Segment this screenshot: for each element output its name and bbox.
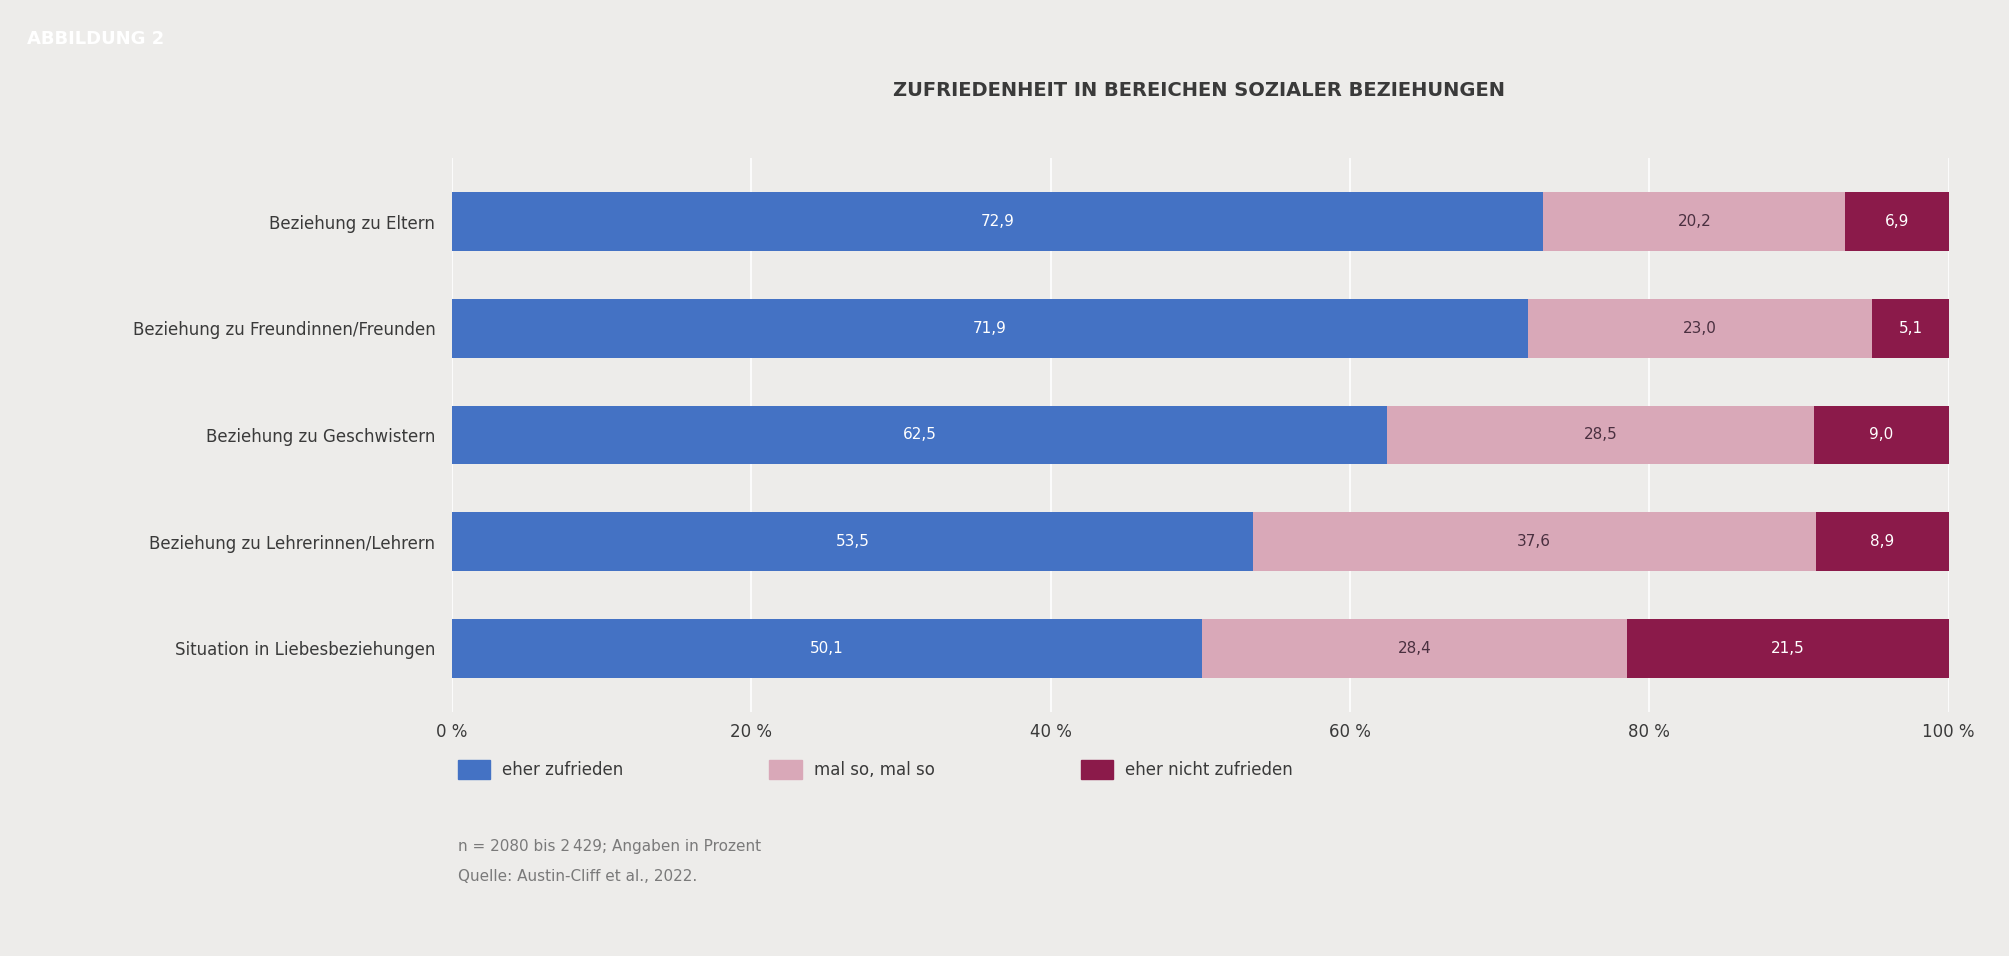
Text: Quelle: Austin-Cliff et al., 2022.: Quelle: Austin-Cliff et al., 2022. (458, 869, 697, 884)
Text: 21,5: 21,5 (1772, 641, 1804, 656)
Text: 6,9: 6,9 (1884, 214, 1909, 229)
Bar (1846, 192, 1949, 251)
Text: 23,0: 23,0 (1684, 321, 1718, 336)
Bar (1816, 512, 1949, 571)
Text: 8,9: 8,9 (1870, 534, 1894, 549)
Bar (452, 299, 1529, 358)
Text: 50,1: 50,1 (810, 641, 844, 656)
Bar (452, 405, 1388, 465)
Text: 72,9: 72,9 (980, 214, 1015, 229)
Text: 28,4: 28,4 (1398, 641, 1430, 656)
Bar (1254, 512, 1816, 571)
Bar (1872, 299, 1949, 358)
Text: 71,9: 71,9 (972, 321, 1007, 336)
Text: 20,2: 20,2 (1678, 214, 1712, 229)
Bar (1814, 405, 1949, 465)
Text: eher zufrieden: eher zufrieden (502, 761, 623, 778)
Text: n = 2080 bis 2 429; Angaben in Prozent: n = 2080 bis 2 429; Angaben in Prozent (458, 838, 761, 854)
Bar (452, 192, 1543, 251)
Text: 9,0: 9,0 (1868, 427, 1894, 443)
Bar (1529, 299, 1872, 358)
Bar (452, 619, 1201, 678)
Text: mal so, mal so: mal so, mal so (814, 761, 934, 778)
Bar (1201, 619, 1627, 678)
Text: 5,1: 5,1 (1899, 321, 1923, 336)
Text: ABBILDUNG 2: ABBILDUNG 2 (26, 31, 165, 48)
Text: 62,5: 62,5 (902, 427, 936, 443)
Text: 28,5: 28,5 (1583, 427, 1617, 443)
Bar (1543, 192, 1846, 251)
Bar (1388, 405, 1814, 465)
Text: ZUFRIEDENHEIT IN BEREICHEN SOZIALER BEZIEHUNGEN: ZUFRIEDENHEIT IN BEREICHEN SOZIALER BEZI… (894, 81, 1505, 100)
Text: eher nicht zufrieden: eher nicht zufrieden (1125, 761, 1292, 778)
Text: 37,6: 37,6 (1517, 534, 1551, 549)
Bar (452, 512, 1254, 571)
Text: 53,5: 53,5 (836, 534, 870, 549)
Bar (1627, 619, 1949, 678)
